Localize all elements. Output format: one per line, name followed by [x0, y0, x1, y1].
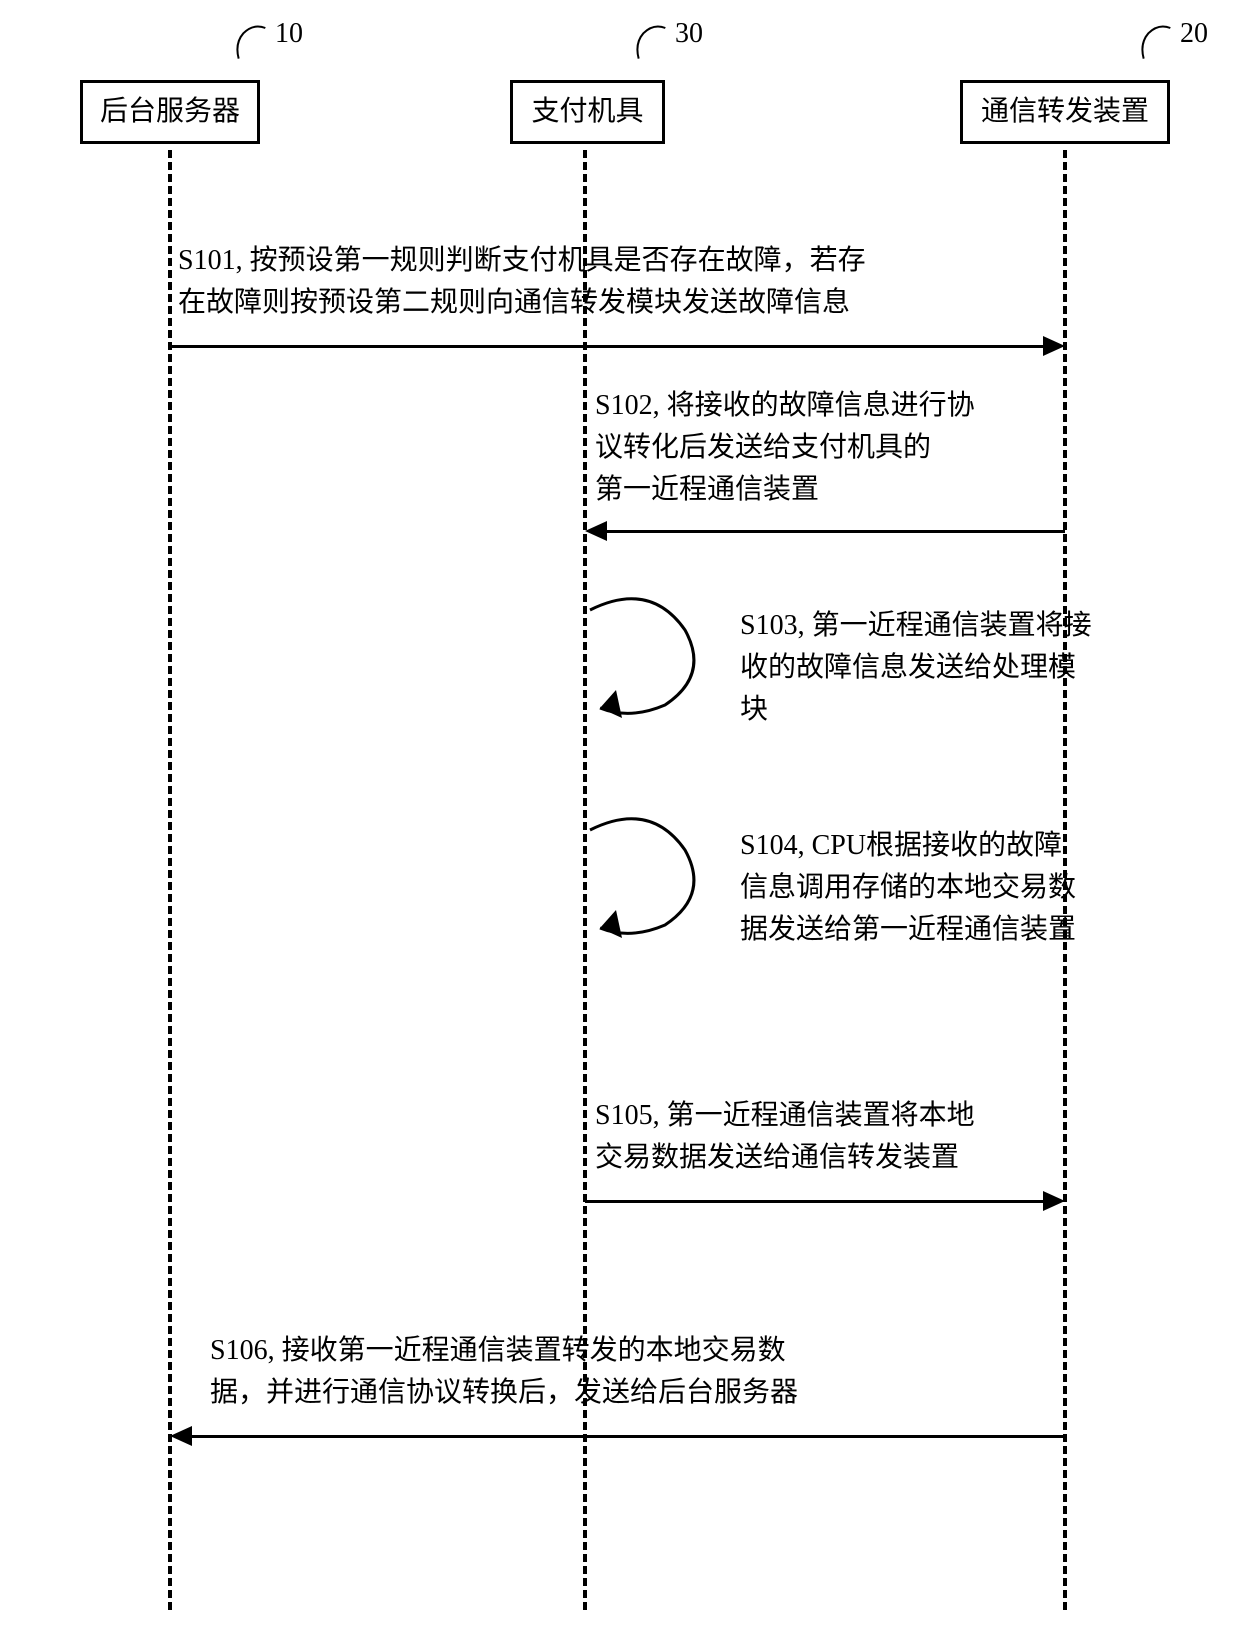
msg-text-s102: S102, 将接收的故障信息进行协 议转化后发送给支付机具的 第一近程通信装置: [595, 385, 975, 511]
actor-label-pos: 支付机具: [531, 96, 643, 127]
flag-icon-server: [225, 20, 275, 60]
actor-label-server: 后台服务器: [100, 96, 240, 127]
arrow-s106: [192, 1435, 1065, 1438]
flag-icon-pos: [625, 20, 675, 60]
self-loop-s104: [580, 810, 710, 950]
arrow-s101: [170, 345, 1043, 348]
actor-box-relay: 通信转发装置: [960, 80, 1170, 144]
arrow-s102: [607, 530, 1065, 533]
msg-text-s101: S101, 按预设第一规则判断支付机具是否存在故障，若存 在故障则按预设第二规则…: [178, 240, 866, 324]
msg-text-s106: S106, 接收第一近程通信装置转发的本地交易数 据，并进行通信协议转换后，发送…: [210, 1330, 798, 1414]
flag-icon-relay: [1130, 20, 1180, 60]
arrow-head-s101: [1043, 336, 1065, 356]
actor-tag-server: 10: [275, 18, 303, 50]
sequence-diagram: 10 后台服务器 30 支付机具 20 通信转发装置 S101, 按预设第一规则…: [20, 20, 1220, 1610]
msg-text-s105: S105, 第一近程通信装置将本地 交易数据发送给通信转发装置: [595, 1095, 975, 1179]
arrow-head-s106: [170, 1426, 192, 1446]
actor-tag-pos: 30: [675, 18, 703, 50]
msg-text-s103: S103, 第一近程通信装置将接收的故障信息发送给处理模块: [740, 605, 1100, 731]
msg-text-s104: S104, CPU根据接收的故障信息调用存储的本地交易数据发送给第一近程通信装置: [740, 825, 1090, 951]
actor-box-pos: 支付机具: [510, 80, 665, 144]
actor-box-server: 后台服务器: [80, 80, 260, 144]
actor-label-relay: 通信转发装置: [981, 96, 1149, 127]
arrow-head-s105: [1043, 1191, 1065, 1211]
actor-tag-relay: 20: [1180, 18, 1208, 50]
arrow-head-s102: [585, 521, 607, 541]
arrow-s105: [585, 1200, 1043, 1203]
lifeline-server: [168, 150, 172, 1610]
self-loop-s103: [580, 590, 710, 730]
